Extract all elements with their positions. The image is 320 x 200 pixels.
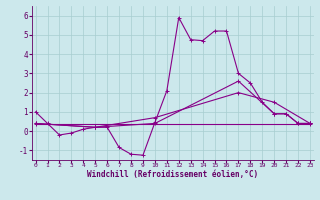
X-axis label: Windchill (Refroidissement éolien,°C): Windchill (Refroidissement éolien,°C) bbox=[87, 170, 258, 179]
